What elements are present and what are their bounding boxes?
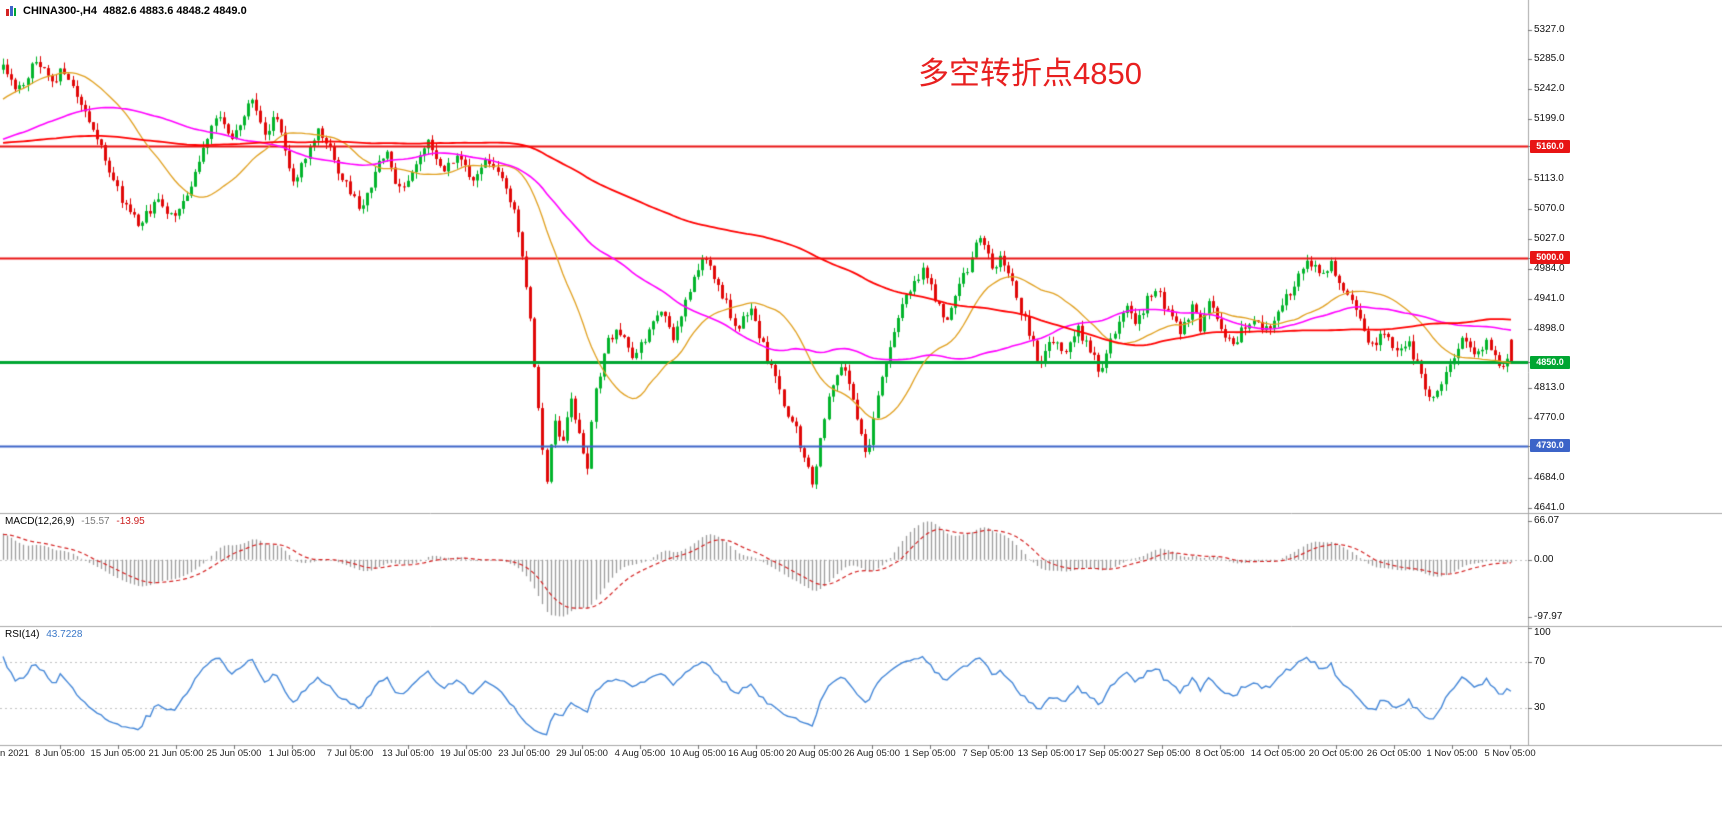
rsi-value: 43.7228 (46, 629, 83, 640)
price-level-badge: 4850.0 (1530, 355, 1570, 369)
price-tick-label: 4770.0 (1534, 412, 1565, 424)
date-tick-label: 1 Nov 05:00 (1426, 748, 1478, 759)
date-tick-label: 19 Jul 05:00 (440, 748, 492, 759)
macd-level-label: 0.00 (1534, 553, 1554, 565)
price-tick-label: 4684.0 (1534, 472, 1565, 484)
date-tick-label: 20 Aug 05:00 (786, 748, 842, 759)
date-tick-label: 7 Sep 05:00 (962, 748, 1014, 759)
macd-indicator-label: MACD(12,26,9) -15.57 -13.95 (5, 516, 145, 527)
date-tick-label: 13 Sep 05:00 (1017, 748, 1075, 759)
ohlc-values: 4882.6 4883.6 4848.2 4849.0 (102, 5, 247, 17)
date-tick-label: 10 Aug 05:00 (670, 748, 726, 759)
macd-level-label: 66.07 (1534, 515, 1560, 527)
date-tick-label: 8 Jun 05:00 (35, 748, 85, 759)
date-tick-label: 13 Jul 05:00 (382, 748, 434, 759)
date-tick-label: 4 Aug 05:00 (614, 748, 666, 759)
price-tick-label: 5070.0 (1534, 203, 1565, 215)
date-tick-label: 14 Oct 05:00 (1250, 748, 1306, 759)
price-tick-label: 5113.0 (1534, 173, 1564, 185)
price-tick-label: 4813.0 (1534, 382, 1565, 394)
price-tick-label: 5199.0 (1534, 113, 1565, 125)
price-tick-label: 4641.0 (1534, 502, 1565, 513)
price-tick-label: 5027.0 (1534, 233, 1565, 245)
price-level-badge: 5000.0 (1530, 251, 1570, 265)
date-tick-label: 8 Oct 05:00 (1195, 748, 1245, 759)
price-level-badge: 5160.0 (1530, 139, 1570, 153)
date-tick-label: 25 Jun 05:00 (206, 748, 262, 759)
date-tick-label: 23 Jul 05:00 (498, 748, 550, 759)
price-tick-label: 5242.0 (1534, 83, 1565, 95)
chart-icon (5, 5, 17, 17)
date-tick-label: 15 Jun 05:00 (90, 748, 146, 759)
macd-signal-value: -13.95 (116, 516, 145, 527)
macd-name: MACD(12,26,9) (5, 516, 75, 527)
date-tick-label: 20 Oct 05:00 (1308, 748, 1364, 759)
date-tick-label: 26 Aug 05:00 (844, 748, 900, 759)
rsi-name: RSI(14) (5, 629, 40, 640)
date-tick-label: 21 Jun 05:00 (148, 748, 204, 759)
price-tick-label: 4898.0 (1534, 322, 1565, 334)
macd-level-label: -97.97 (1534, 610, 1563, 622)
date-tick-label: 29 Jul 05:00 (556, 748, 608, 759)
rsi-indicator-label: RSI(14) 43.7228 (5, 629, 82, 640)
symbol-timeframe-label: CHINA300-,H4 (23, 5, 97, 17)
date-tick-label: 7 Jul 05:00 (326, 748, 374, 759)
date-tick-label: Jun 2021 (0, 748, 30, 759)
date-tick-label: 5 Nov 05:00 (1484, 748, 1536, 759)
rsi-level-label: 100 (1534, 627, 1551, 638)
date-tick-label: 1 Sep 05:00 (904, 748, 956, 759)
price-level-badge: 4730.0 (1530, 439, 1570, 453)
macd-main-value: -15.57 (81, 516, 110, 527)
date-tick-label: 17 Sep 05:00 (1075, 748, 1133, 759)
date-tick-label: 26 Oct 05:00 (1366, 748, 1422, 759)
price-tick-label: 4941.0 (1534, 292, 1565, 304)
date-tick-label: 1 Jul 05:00 (268, 748, 316, 759)
rsi-level-label: 70 (1534, 656, 1546, 668)
price-tick-label: 5285.0 (1534, 53, 1565, 65)
rsi-level-label: 30 (1534, 701, 1546, 713)
price-tick-label: 4984.0 (1534, 263, 1565, 274)
date-tick-label: 27 Sep 05:00 (1133, 748, 1191, 759)
symbol-header: CHINA300-,H4 4882.6 4883.6 4848.2 4849.0 (5, 5, 247, 17)
annotation-text: 多空转折点4850 (918, 56, 1142, 91)
price-tick-label: 5327.0 (1534, 24, 1565, 35)
date-tick-label: 16 Aug 05:00 (728, 748, 784, 759)
